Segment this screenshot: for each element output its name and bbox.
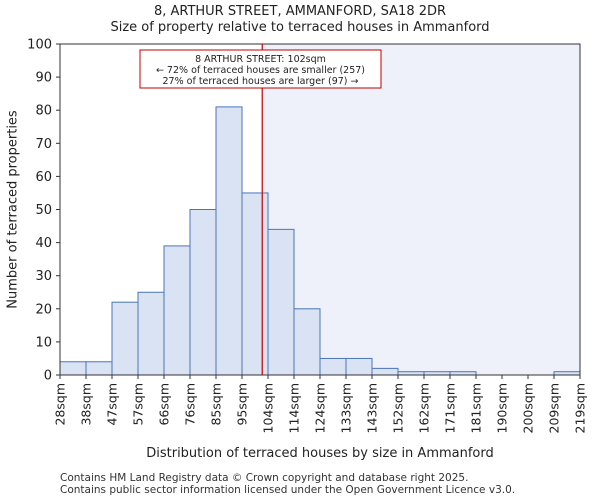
x-tick-label: 104sqm (261, 383, 276, 433)
x-tick-label: 28sqm (53, 383, 68, 426)
footer-licence: Contains public sector information licen… (60, 484, 515, 496)
x-tick-label: 124sqm (313, 383, 328, 433)
x-tick-label: 171sqm (443, 383, 458, 433)
bar-124sqm (320, 358, 346, 375)
bar-104sqm (268, 229, 294, 375)
annotation-line-2: ← 72% of terraced houses are smaller (25… (156, 65, 365, 76)
y-axis-label: Number of terraced properties (6, 110, 21, 309)
x-tick-label: 190sqm (495, 383, 510, 433)
bar-114sqm (294, 309, 320, 375)
x-axis-label: Distribution of terraced houses by size … (146, 446, 494, 461)
bar-133sqm (346, 358, 372, 375)
x-tick-label: 38sqm (79, 383, 94, 426)
x-tick-label: 219sqm (573, 383, 588, 433)
x-tick-label: 162sqm (417, 383, 432, 433)
y-tick-label: 80 (35, 104, 52, 119)
y-tick-label: 30 (35, 269, 52, 284)
bar-chart: 0 10 20 30 40 50 60 70 80 90 100 28sqm 38sqm 47sqm 57s… (0, 0, 600, 500)
y-tick-label: 10 (35, 335, 52, 350)
annotation-line-1: 8 ARTHUR STREET: 102sqm (195, 54, 326, 65)
x-tick-label: 66sqm (157, 383, 172, 426)
footer-copyright: Contains HM Land Registry data © Crown c… (60, 472, 468, 484)
y-tick-label: 40 (35, 236, 52, 251)
x-tick-label: 143sqm (365, 383, 380, 433)
y-tick-label: 60 (35, 170, 52, 185)
bar-85sqm (216, 107, 242, 375)
y-tick-label: 90 (35, 71, 52, 86)
x-tick-label: 47sqm (105, 383, 120, 426)
x-tick-label: 152sqm (391, 383, 406, 433)
x-tick-label: 76sqm (183, 383, 198, 426)
bar-28sqm (60, 362, 86, 375)
x-tick-label: 85sqm (209, 383, 224, 426)
bar-47sqm (112, 302, 138, 375)
y-tick-label: 70 (35, 137, 52, 152)
x-tick-label: 209sqm (547, 383, 562, 433)
bar-57sqm (138, 292, 164, 375)
x-tick-label: 133sqm (339, 383, 354, 433)
x-tick-label: 95sqm (235, 383, 250, 426)
y-tick-label: 0 (44, 369, 52, 384)
x-tick-label: 114sqm (287, 383, 302, 433)
bar-143sqm (372, 368, 398, 375)
bar-76sqm (190, 210, 216, 376)
bar-66sqm (164, 246, 190, 375)
y-tick-label: 100 (27, 38, 52, 53)
x-tick-label: 181sqm (469, 383, 484, 433)
annotation-line-3: 27% of terraced houses are larger (97) → (163, 76, 359, 87)
y-tick-label: 20 (35, 302, 52, 317)
bar-95sqm (242, 193, 268, 375)
x-tick-label: 57sqm (131, 383, 146, 426)
y-tick-label: 50 (35, 203, 52, 218)
bar-38sqm (86, 362, 112, 375)
x-tick-label: 200sqm (521, 383, 536, 433)
